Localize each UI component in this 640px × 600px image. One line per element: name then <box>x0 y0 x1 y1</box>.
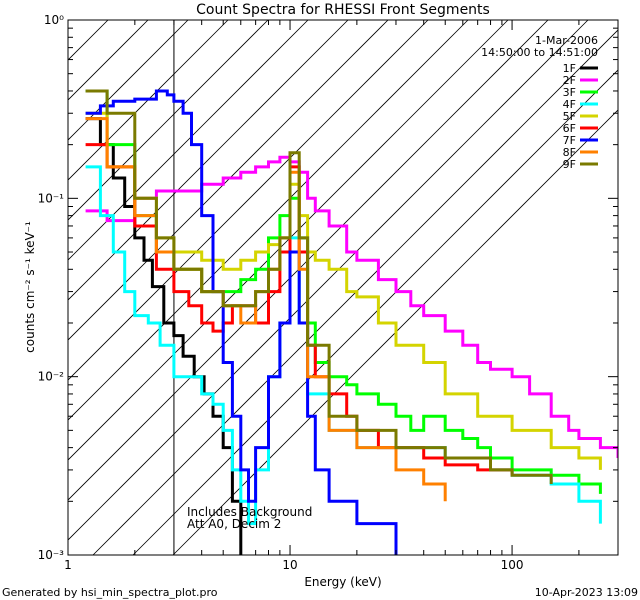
hatch-line <box>68 20 389 341</box>
legend-label-8F: 8F <box>563 146 576 159</box>
legend-label-5F: 5F <box>563 110 576 123</box>
legend-date: 1-Mar-2006 <box>535 34 598 47</box>
legend-label-9F: 9F <box>563 158 576 171</box>
hatch-line <box>68 20 589 541</box>
legend-label-7F: 7F <box>563 134 576 147</box>
y-tick-label: 10⁰ <box>44 13 64 27</box>
footer-generated-by: Generated by hsi_min_spectra_plot.pro <box>2 586 218 599</box>
series-line-7F <box>85 89 398 555</box>
series-layer <box>85 89 618 555</box>
legend-label-2F: 2F <box>563 74 576 87</box>
legend-label-6F: 6F <box>563 122 576 135</box>
series-line-8F <box>85 117 447 502</box>
legend-label-1F: 1F <box>563 62 576 75</box>
hatch-line <box>68 20 509 461</box>
series-line-9F <box>85 89 553 484</box>
y-axis-label: counts cm⁻² s⁻¹ keV⁻¹ <box>23 221 37 353</box>
hatch-line <box>68 20 109 61</box>
hatch-line <box>172 109 618 555</box>
chart-title: Count Spectra for RHESSI Front Segments <box>196 2 490 18</box>
annotation-attenuator: Att A0, Decim 2 <box>187 517 281 531</box>
axis-ticks: 1 10 100 10⁻³ 10⁻² 10⁻¹ 10⁰ <box>38 13 619 572</box>
footer-timestamp: 10-Apr-2023 13:09 <box>535 586 638 599</box>
x-tick-label: 1 <box>64 558 72 572</box>
plot-frame <box>67 19 619 556</box>
hatch-line <box>68 20 229 181</box>
x-tick-label: 10 <box>282 558 297 572</box>
y-tick-label: 10⁻² <box>38 370 65 384</box>
y-tick-label: 10⁻¹ <box>38 191 65 205</box>
series-line-2F <box>85 155 618 458</box>
hatch-line <box>68 20 349 301</box>
hatch-line <box>132 69 618 555</box>
x-axis-label: Energy (keV) <box>304 575 381 589</box>
hatch-line <box>68 20 469 421</box>
x-tick-label: 100 <box>501 558 524 572</box>
hatch-line <box>68 20 309 261</box>
hatch-line <box>92 29 618 555</box>
hatch-line <box>68 20 189 141</box>
y-tick-label: 10⁻³ <box>38 548 65 562</box>
legend-time-range: 14:50:00 to 14:51:00 <box>481 46 598 59</box>
hatch-line <box>68 20 269 221</box>
legend-label-4F: 4F <box>563 98 576 111</box>
annotation-background: Includes Background <box>187 505 312 519</box>
legend-label-3F: 3F <box>563 86 576 99</box>
